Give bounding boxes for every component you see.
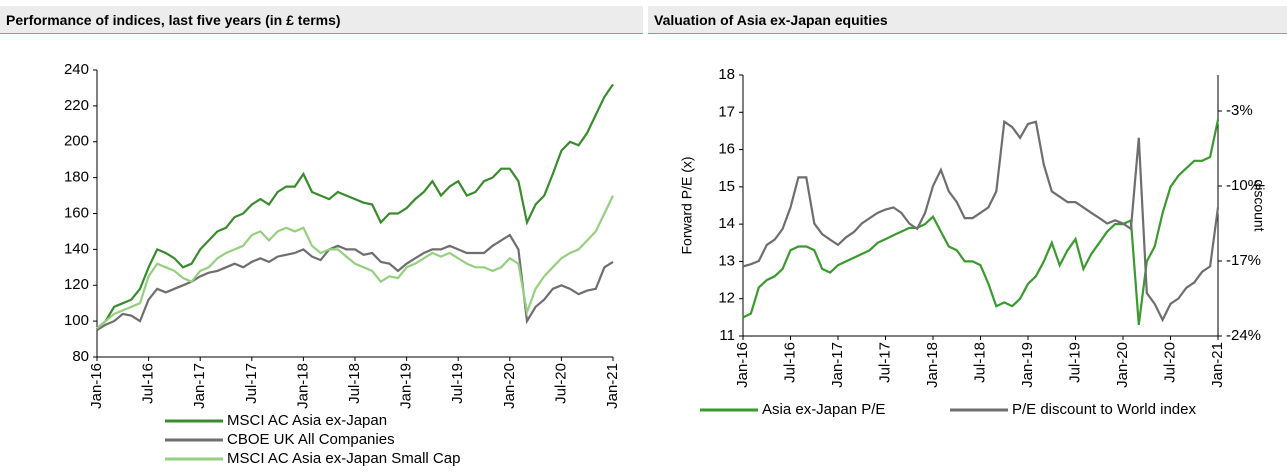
y2-tick-label: -17% bbox=[1226, 252, 1261, 269]
x-tick-label: Jul-18 bbox=[971, 342, 988, 383]
y-tick-label: 220 bbox=[64, 97, 89, 114]
x-tick-label: Jul-20 bbox=[1161, 342, 1178, 383]
y-tick-label: 120 bbox=[64, 276, 89, 293]
y-tick-label: 17 bbox=[718, 103, 735, 120]
legend-label: P/E discount to World index bbox=[1012, 401, 1196, 418]
x-tick-label: Jan-16 bbox=[88, 363, 105, 409]
x-tick-label: Jan-21 bbox=[604, 363, 621, 409]
legend-label: MSCI AC Asia ex-Japan Small Cap bbox=[227, 450, 460, 467]
x-tick-label: Jul-17 bbox=[243, 363, 260, 404]
x-tick-label: Jan-18 bbox=[924, 342, 941, 388]
series-line bbox=[96, 83, 614, 330]
legend-label: CBOE UK All Companies bbox=[227, 431, 395, 448]
y-tick-label: 140 bbox=[64, 240, 89, 257]
y-tick-label: 11 bbox=[719, 327, 735, 344]
series-line bbox=[742, 119, 1220, 323]
x-tick-label: Jul-16 bbox=[140, 363, 157, 404]
y-tick-label: 100 bbox=[64, 312, 89, 329]
x-tick-label: Jul-18 bbox=[346, 363, 363, 404]
series-line bbox=[96, 195, 614, 330]
y-tick-label: 15 bbox=[718, 178, 735, 195]
y-tick-label: 80 bbox=[72, 348, 89, 365]
x-tick-label: Jan-19 bbox=[398, 363, 415, 409]
y2-axis-label: discount bbox=[1251, 179, 1267, 231]
y-tick-label: 160 bbox=[64, 204, 89, 221]
chart-title: Performance of indices, last five years … bbox=[0, 6, 643, 34]
legend-label: Asia ex-Japan P/E bbox=[762, 401, 885, 418]
x-tick-label: Jul-17 bbox=[876, 342, 893, 383]
chart-title: Valuation of Asia ex-Japan equities bbox=[648, 6, 1287, 34]
y-tick-label: 18 bbox=[718, 66, 735, 83]
x-tick-label: Jul-19 bbox=[449, 363, 466, 404]
x-tick-label: Jan-21 bbox=[1209, 342, 1226, 388]
y2-tick-label: -3% bbox=[1226, 102, 1253, 119]
x-tick-label: Jan-16 bbox=[734, 342, 751, 388]
y-tick-label: 14 bbox=[718, 215, 735, 232]
y-axis-label: Forward P/E (x) bbox=[679, 156, 695, 254]
y2-tick-label: -24% bbox=[1226, 327, 1261, 344]
x-tick-label: Jul-16 bbox=[781, 342, 798, 383]
series-line bbox=[742, 119, 1220, 325]
x-tick-label: Jan-17 bbox=[191, 363, 208, 409]
y-tick-label: 240 bbox=[64, 61, 89, 78]
y-tick-label: 180 bbox=[64, 169, 89, 186]
y2-tick-label: -10% bbox=[1226, 177, 1261, 194]
legend-label: MSCI AC Asia ex-Japan bbox=[227, 412, 387, 429]
x-tick-label: Jan-17 bbox=[829, 342, 846, 388]
x-tick-label: Jan-19 bbox=[1019, 342, 1036, 388]
series-line bbox=[96, 233, 614, 332]
y-tick-label: 16 bbox=[718, 141, 735, 158]
x-tick-label: Jul-19 bbox=[1066, 342, 1083, 383]
y-tick-label: 13 bbox=[718, 252, 735, 269]
x-tick-label: Jan-20 bbox=[501, 363, 518, 409]
y-tick-label: 200 bbox=[64, 133, 89, 150]
x-tick-label: Jan-18 bbox=[294, 363, 311, 409]
y-tick-label: 12 bbox=[718, 290, 735, 307]
x-tick-label: Jan-20 bbox=[1114, 342, 1131, 388]
x-tick-label: Jul-20 bbox=[552, 363, 569, 404]
